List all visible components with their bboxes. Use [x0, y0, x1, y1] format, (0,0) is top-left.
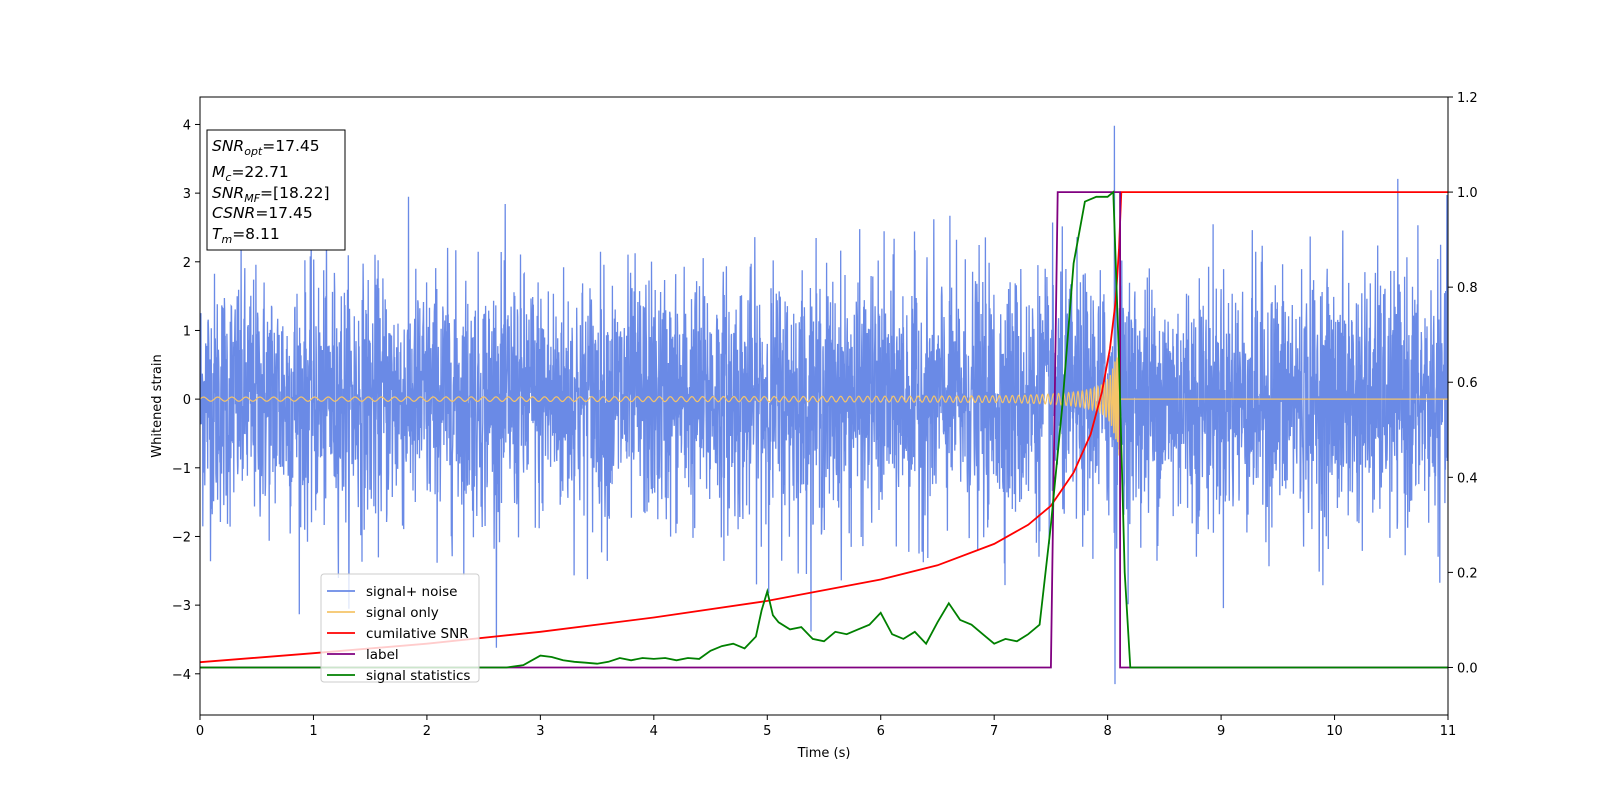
y-left-tick-label: −4: [172, 668, 191, 683]
y-left-tick-label: 4: [183, 118, 191, 133]
y-right-tick-label: 1.0: [1457, 186, 1478, 201]
y-left-tick-label: −1: [172, 462, 191, 477]
x-tick-label: 6: [877, 724, 885, 739]
series-layer: [200, 125, 1448, 685]
y-right-tick-label: 0.0: [1457, 661, 1478, 676]
x-axis-label: Time (s): [797, 746, 851, 761]
y-left-tick-label: −3: [172, 599, 191, 614]
y-left-tick-label: 0: [183, 393, 191, 408]
annotation-snr-mf: SNRMF=[18.22]: [212, 184, 330, 205]
annotation-snr-opt: SNRopt=17.45: [212, 137, 320, 158]
annotation-tm: Tm=8.11: [212, 225, 280, 246]
legend-label: label: [366, 647, 399, 663]
y-right-tick-label: 1.2: [1457, 91, 1478, 106]
y-left-tick-label: 1: [183, 324, 191, 339]
x-tick-label: 10: [1326, 724, 1343, 739]
x-tick-label: 7: [990, 724, 998, 739]
y-left-tick-label: 2: [183, 256, 191, 271]
series-signal-statistics: [200, 190, 1448, 669]
series-cumulative-snr: [200, 191, 1448, 664]
legend-frame: [320, 573, 480, 683]
x-tick-label: 11: [1440, 724, 1457, 739]
annotation-mc: Mc=22.71: [212, 163, 289, 184]
x-tick-label: 3: [536, 724, 544, 739]
x-tick-label: 2: [423, 724, 431, 739]
x-tick-label: 1: [309, 724, 317, 739]
y-right-tick-label: 0.8: [1457, 281, 1478, 296]
y-left-tick-label: 3: [183, 187, 191, 202]
legend-label: signal only: [366, 605, 439, 621]
x-tick-label: 4: [650, 724, 658, 739]
y-axis-right: 0.0 0.2 0.4 0.6 0.8 1.0 1.2: [1448, 91, 1478, 676]
y-right-tick-label: 0.6: [1457, 376, 1478, 391]
annotation-box: SNRopt=17.45 Mc=22.71 SNRMF=[18.22] CSNR…: [206, 129, 346, 251]
x-tick-label: 9: [1217, 724, 1225, 739]
x-tick-label: 5: [763, 724, 771, 739]
y-axis-left: −4 −3 −2 −1 0 1 2 3 4: [172, 118, 200, 683]
x-tick-label: 8: [1103, 724, 1111, 739]
legend-label: signal+ noise: [366, 584, 457, 600]
series-signal-plus-noise: [200, 125, 1448, 685]
y-right-tick-label: 0.4: [1457, 471, 1478, 486]
legend-label: cumilative SNR: [366, 626, 469, 642]
y-axis-label: Whitened strain: [150, 354, 165, 457]
plot-frame: [199, 96, 1449, 716]
y-left-tick-label: −2: [172, 530, 191, 545]
legend-label: signal statistics: [366, 668, 470, 684]
series-signal-only: [200, 346, 1448, 457]
x-tick-label: 0: [196, 724, 204, 739]
annotation-csnr: CSNR=17.45: [212, 204, 313, 222]
x-axis: 0 1 2 3 4 5 6 7 8 9 10 11: [196, 715, 1456, 739]
legend: signal+ noise signal only cumilative SNR la…: [320, 573, 480, 684]
y-right-tick-label: 0.2: [1457, 566, 1478, 581]
